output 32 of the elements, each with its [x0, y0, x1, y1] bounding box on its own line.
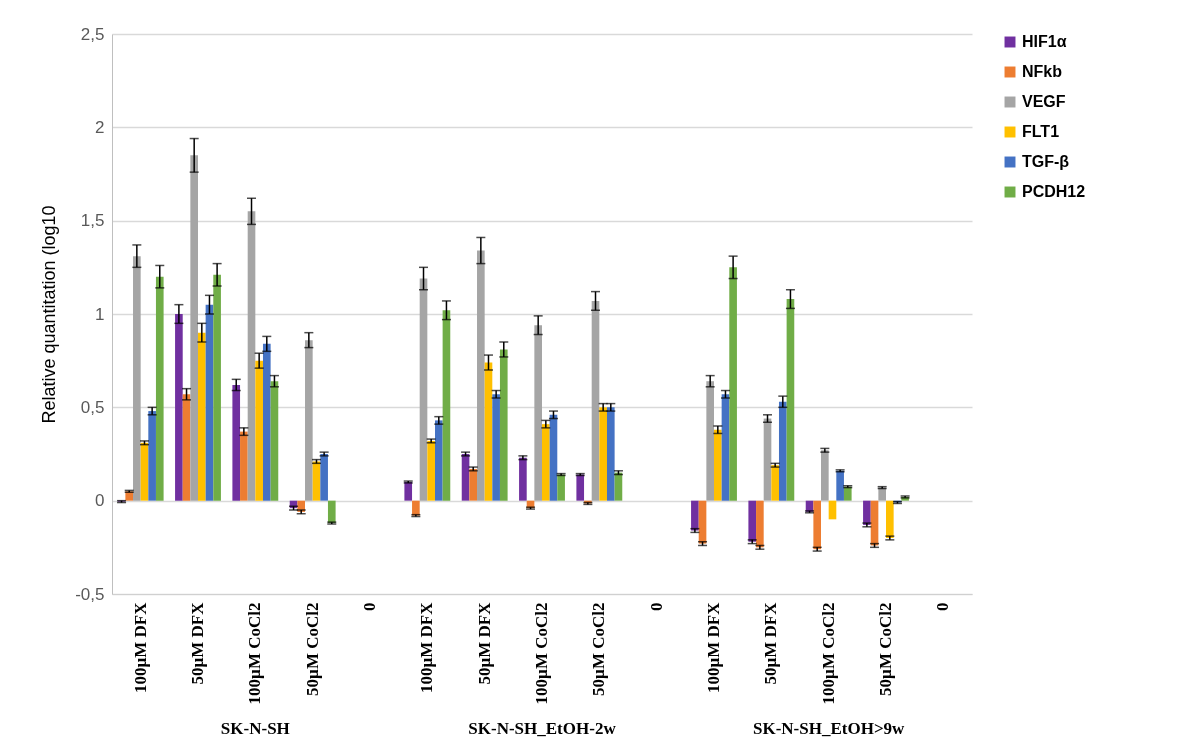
text: SK-N-SH: [220, 719, 290, 738]
x-tick-label: 100µM DFX: [417, 601, 437, 694]
legend-label: VEGF: [1022, 93, 1066, 110]
x-tick-label: 100µM CoCl2: [818, 602, 838, 705]
x-tick-label: 100µM DFX: [130, 601, 150, 694]
x-tick-label: 50µM DFX: [188, 601, 207, 685]
x-tick-label: 50µM CoCl2: [589, 602, 609, 696]
x-tick-label: 50µM CoCl2: [876, 602, 895, 696]
x-tick-label: 50µM DFX: [761, 601, 781, 685]
y-tick-label: 1: [95, 304, 105, 324]
y-tick-label: -0,5: [75, 584, 105, 604]
legend-label: TGF-β: [1022, 153, 1070, 170]
x-tick-label: 100µM CoCl2: [532, 602, 551, 705]
y-tick-label: 0,5: [80, 397, 105, 417]
x-tick-label: 50µM DFX: [474, 601, 494, 685]
text: SK-N-SH_EtOH-2w: [468, 719, 617, 738]
x-tick-label: 100µM CoCl2: [245, 602, 265, 705]
legend-label: NFkb: [1022, 63, 1063, 80]
x-tick-label: 0: [646, 602, 666, 611]
y-tick-label: 0: [95, 491, 105, 511]
y-tick-label: 1,5: [80, 211, 105, 231]
y-tick-label: 2: [95, 117, 105, 137]
y-tick-label: 2,5: [80, 24, 105, 44]
x-tick-label: 0: [933, 602, 953, 611]
y-axis-title: Relative quantitation (log10: [39, 205, 60, 424]
x-tick-label: 0: [360, 602, 379, 611]
legend-label: PCDH12: [1022, 183, 1086, 200]
x-tick-label: 50µM CoCl2: [302, 602, 322, 696]
x-tick-label: 100µM DFX: [704, 601, 723, 694]
legend-label: HIF1α: [1022, 33, 1067, 50]
text: SK-N-SH_EtOH>9w: [752, 719, 906, 738]
legend-label: FLT1: [1022, 123, 1060, 140]
